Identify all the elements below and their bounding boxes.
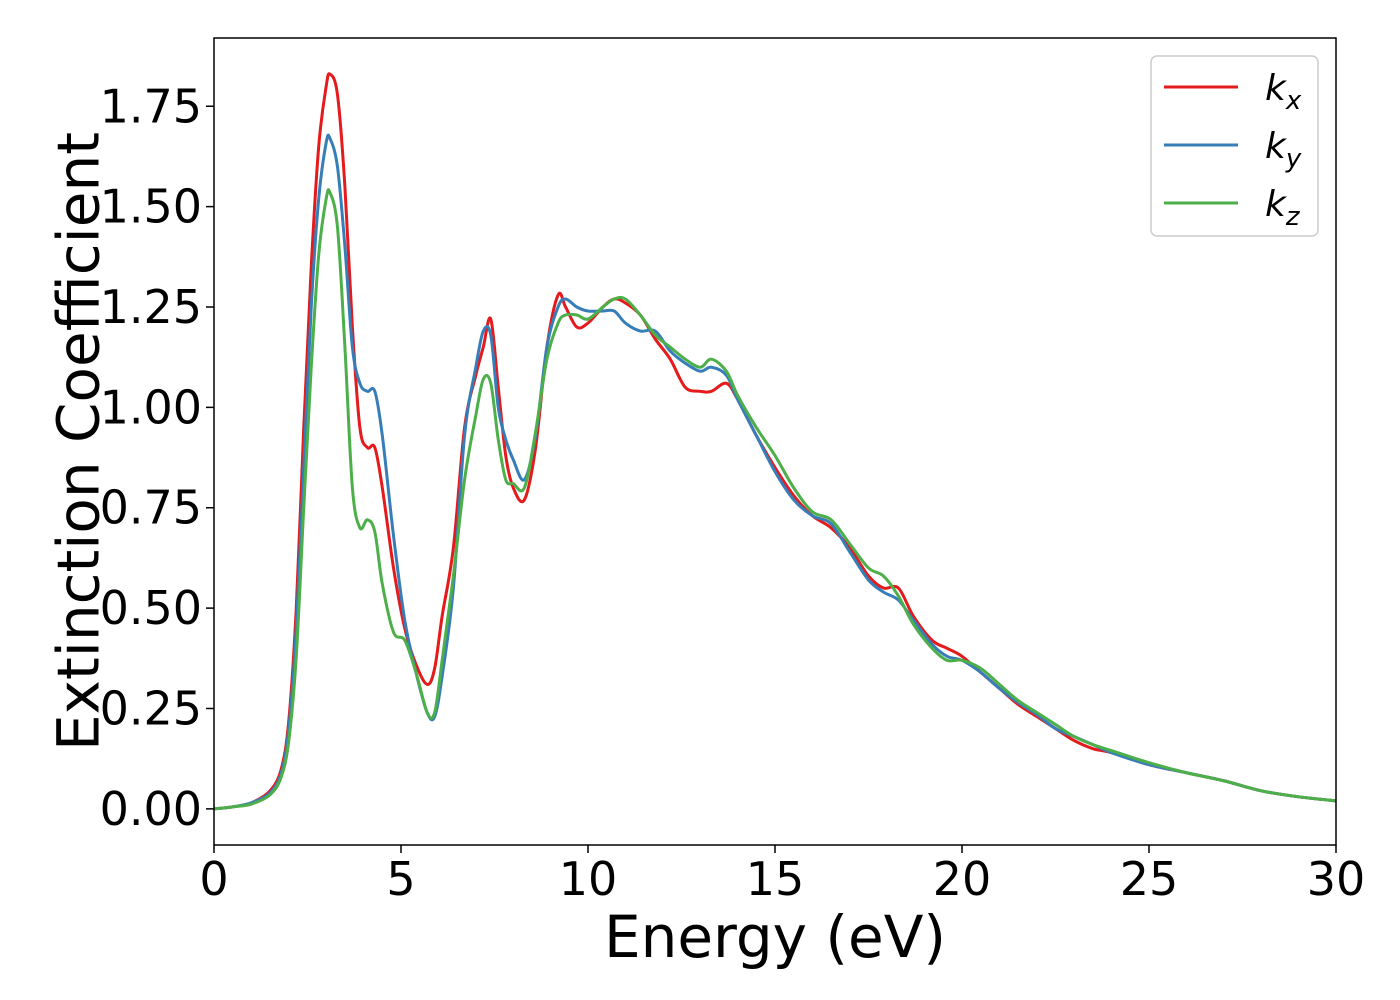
y-tick-label: 1.75 <box>100 79 202 133</box>
x-tick-label: 5 <box>386 852 415 906</box>
legend-label-x: kx <box>1265 68 1302 116</box>
x-tick-label: 30 <box>1307 852 1366 906</box>
x-tick-label: 25 <box>1120 852 1179 906</box>
x-tick-label: 10 <box>559 852 618 906</box>
legend-label-y: ky <box>1265 126 1302 174</box>
y-tick-label: 0.50 <box>100 581 202 635</box>
series-layer <box>214 72 1336 811</box>
x-tick-label: 0 <box>199 852 228 906</box>
x-axis-title: Energy (eV) <box>604 903 946 971</box>
y-axis-title: Extinction Coefficient <box>44 132 112 751</box>
y-axis-ticks: 0.00 0.25 0.50 0.75 1.00 1.25 1.50 1.75 <box>100 79 214 836</box>
y-tick-label: 1.50 <box>100 180 202 234</box>
y-tick-label: 0.75 <box>100 481 202 535</box>
y-tick-label: 0.00 <box>100 782 202 836</box>
legend: kx ky kz <box>1150 55 1319 237</box>
series-line-y <box>214 133 1336 811</box>
y-tick-label: 0.25 <box>100 681 202 735</box>
x-tick-label: 15 <box>746 852 805 906</box>
y-tick-label: 1.25 <box>100 280 202 334</box>
legend-label-z: kz <box>1265 184 1301 232</box>
x-axis-ticks: 0 5 10 15 20 25 30 <box>199 845 1365 906</box>
series-line-z <box>214 188 1336 811</box>
y-tick-label: 1.00 <box>100 380 202 434</box>
x-tick-label: 20 <box>933 852 992 906</box>
